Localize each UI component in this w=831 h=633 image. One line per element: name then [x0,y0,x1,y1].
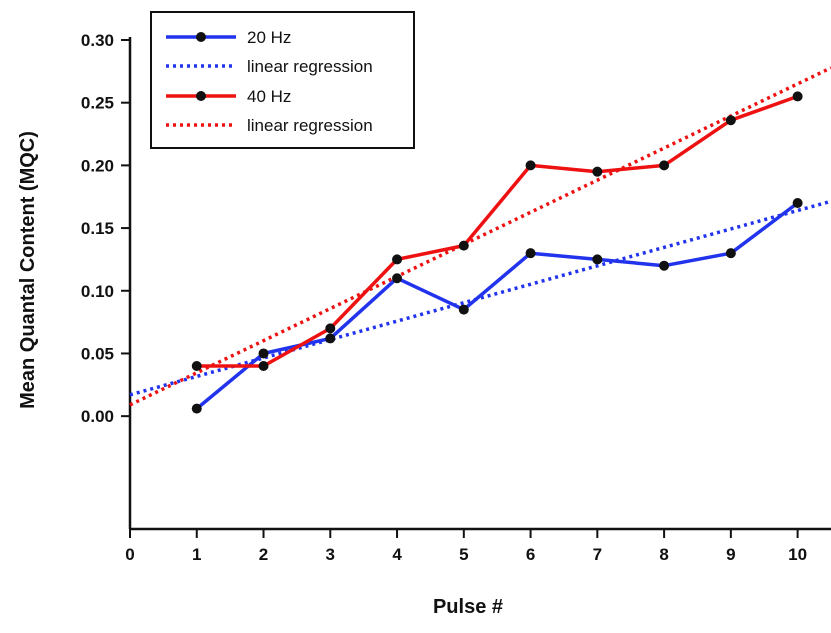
data-point-0 [725,248,736,259]
data-point-0 [458,304,469,315]
x-tick-label: 4 [392,545,402,564]
x-tick-label: 0 [125,545,134,564]
series-lines [195,94,799,410]
legend-label-regression-40hz: linear regression [247,116,373,135]
x-tick-label: 9 [726,545,735,564]
regression-line-0 [129,199,831,397]
legend-label-20hz: 20 Hz [247,28,291,47]
data-point-0 [525,248,536,259]
x-tick-label: 1 [192,545,201,564]
x-tick-label: 8 [659,545,668,564]
y-tick-label: 0.30 [81,31,114,50]
x-tick-label: 6 [526,545,535,564]
data-point-0 [258,348,269,359]
y-tick-label: 0.15 [81,219,114,238]
data-point-0 [325,333,336,344]
series-line-1 [196,94,799,368]
data-point-1 [592,166,603,177]
legend-marker-40hz [196,91,206,101]
x-tick-label: 10 [788,545,807,564]
y-tick-label: 0.05 [81,344,114,363]
y-tick-label: 0.10 [81,282,114,301]
data-point-1 [258,361,269,371]
data-point-0 [392,273,403,284]
data-point-1 [525,160,536,171]
series-line-0 [195,201,799,410]
data-point-1 [659,160,670,171]
data-points [191,91,803,414]
x-tick-label: 3 [326,545,335,564]
legend-label-40hz: 40 Hz [247,87,291,106]
legend-marker-20hz [196,32,206,42]
y-tick-label: 0.25 [81,94,114,113]
y-tick-label: 0.20 [81,156,114,175]
x-axis-title: Pulse # [433,596,503,618]
data-point-1 [792,91,803,102]
data-point-0 [659,260,670,271]
legend: 20 Hz linear regression 40 Hz linear reg… [150,11,415,149]
data-point-0 [792,198,803,208]
data-point-1 [191,361,202,371]
regression-lines [129,66,831,407]
x-tick-label: 5 [459,545,468,564]
data-point-1 [458,240,469,251]
data-point-0 [592,254,603,265]
data-point-0 [191,403,202,414]
legend-label-regression-20hz: linear regression [247,57,373,76]
y-ticks: 0.00 0.05 0.10 0.15 0.20 0.25 0.30 [81,31,130,426]
y-axis-title: Mean Quantal Content (MQC) [17,131,39,409]
axes [128,37,831,531]
x-ticks: 0 1 2 3 4 5 6 7 8 9 10 [125,529,807,564]
data-point-1 [392,254,403,265]
y-tick-label: 0.00 [81,407,114,426]
x-tick-label: 7 [593,545,602,564]
data-point-1 [725,115,736,126]
x-tick-label: 2 [259,545,268,564]
data-point-1 [325,323,336,334]
